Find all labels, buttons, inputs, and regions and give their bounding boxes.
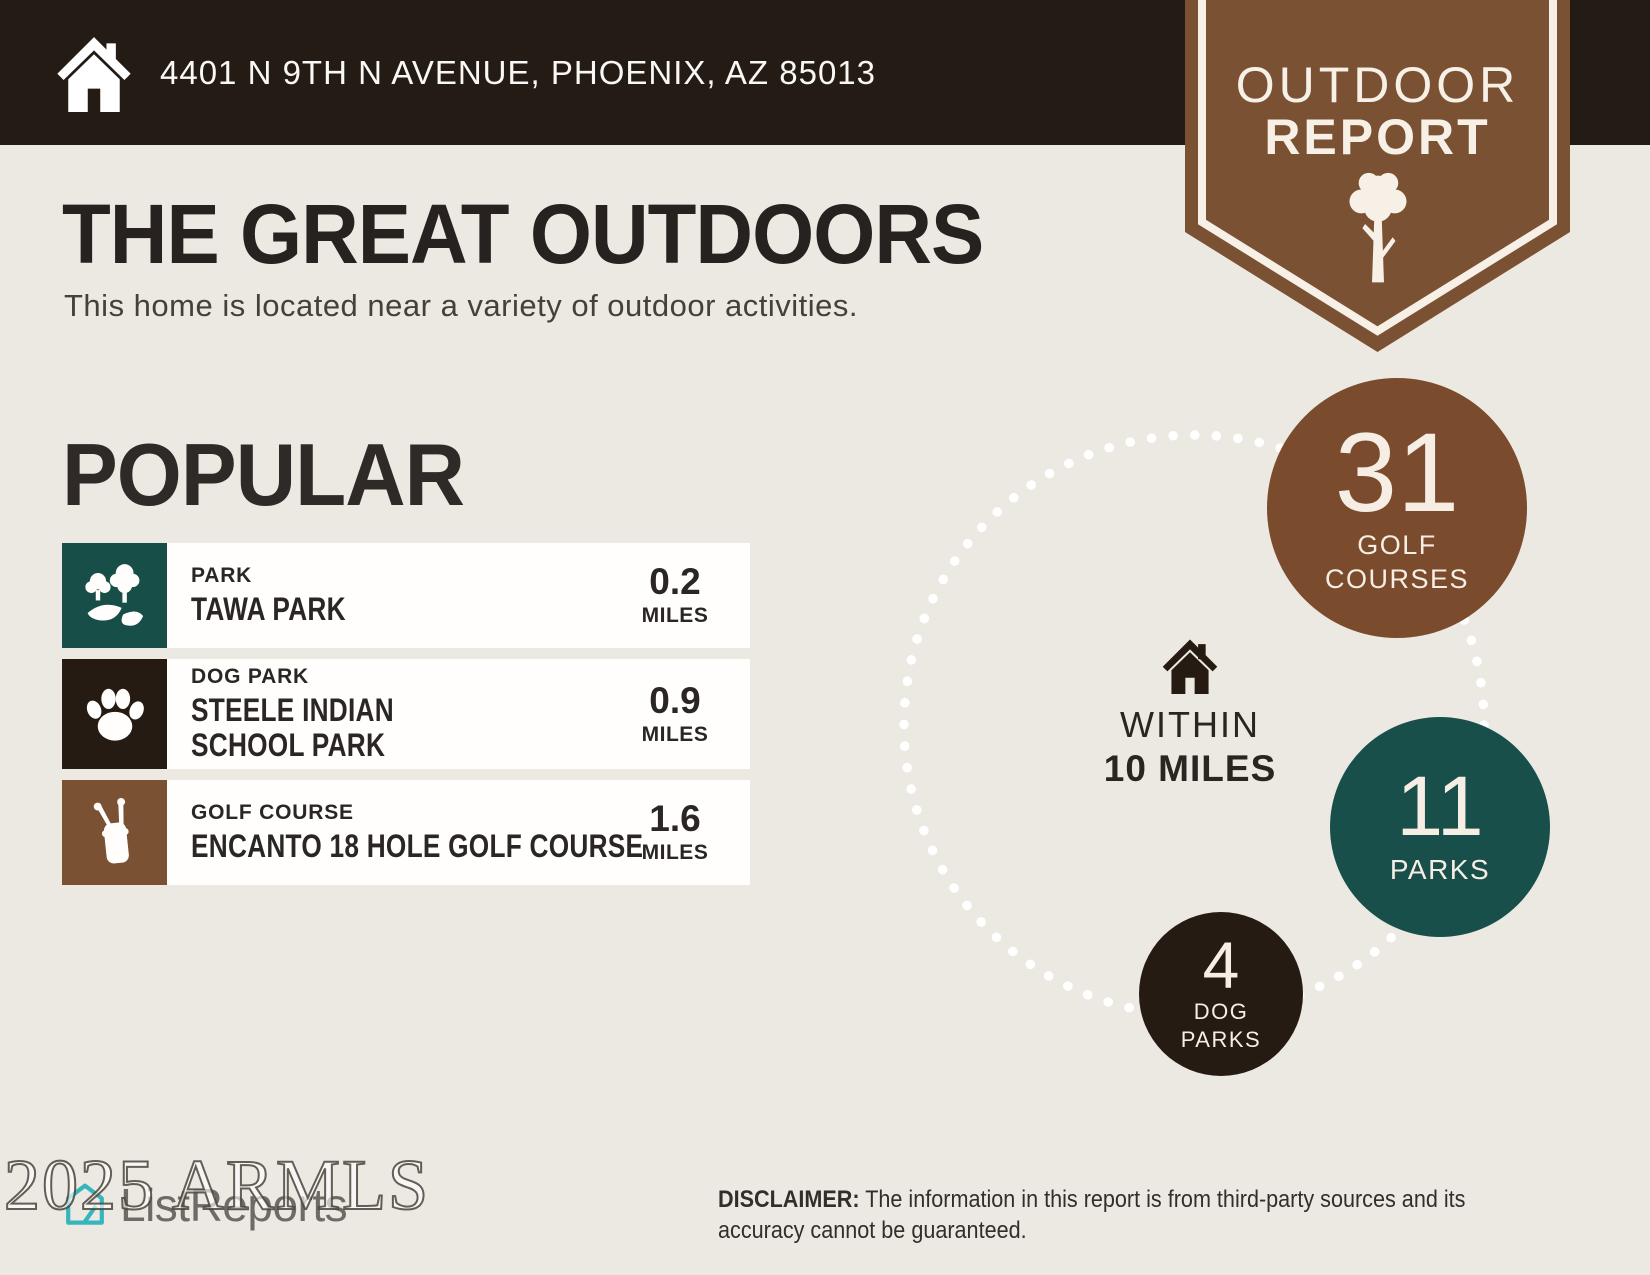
stat-label: PARKS [1180,1027,1262,1053]
popular-section-title: POPULAR [62,425,465,524]
stat-label: DOG [1193,998,1249,1024]
item-category: GOLF COURSE [191,800,354,824]
item-name: ENCANTO 18 HOLE GOLF COURSE [191,827,644,864]
stat-dog-parks: 4 DOG PARKS [1139,912,1303,1076]
stat-label: GOLF [1357,529,1437,560]
list-item-park: PARK TAWA PARK 0.2 MILES [62,543,750,648]
list-item-golf-course: GOLF COURSE ENCANTO 18 HOLE GOLF COURSE … [62,780,750,885]
outdoor-report-badge: OUTDOOR REPORT [1185,0,1570,356]
radius-line1: WITHIN [1120,704,1260,745]
item-category: PARK [191,563,253,587]
disclaimer-line2: accuracy cannot be guaranteed. [718,1217,1027,1244]
page-subtitle: This home is located near a variety of o… [64,288,859,323]
list-item-text: PARK TAWA PARK [167,543,616,648]
distance-unit: MILES [641,604,709,627]
stat-parks: 11 PARKS [1330,717,1550,937]
distance-value: 0.2 [649,561,701,602]
disclaimer-label: DISCLAIMER: [718,1186,860,1213]
tree-icon [1348,172,1407,283]
stat-value: 31 [1334,410,1460,536]
item-category: DOG PARK [191,664,310,688]
stat-value: 4 [1202,928,1240,1003]
badge-title-line2: REPORT [1264,109,1491,165]
distance-value: 1.6 [649,798,701,839]
golf-bag-icon [62,780,167,885]
page-title: THE GREAT OUTDOORS [62,187,984,281]
item-name: TAWA PARK [191,590,346,627]
armls-watermark: 2025 ARMLS [3,1144,431,1226]
stat-value: 11 [1396,759,1484,854]
list-item-text: DOG PARK STEELE INDIAN SCHOOL PARK [167,659,616,769]
disclaimer: DISCLAIMER: The information in this repo… [718,1184,1528,1246]
badge-title-line1: OUTDOOR [1235,57,1520,113]
listreports-logo: ListReports [64,1178,348,1232]
stat-label: COURSES [1324,564,1470,595]
stat-label: PARKS [1389,854,1491,886]
list-item-text: GOLF COURSE ENCANTO 18 HOLE GOLF COURSE [167,780,644,885]
item-name: STEELE INDIAN SCHOOL PARK [191,691,394,763]
stat-golf-courses: 31 GOLF COURSES [1267,378,1527,638]
home-icon [1162,639,1218,694]
radius-line2: 10 MILES [1103,748,1277,789]
item-distance: 1.6 MILES [616,780,734,885]
item-distance: 0.9 MILES [616,659,734,769]
popular-list: PARK TAWA PARK 0.2 MILES [62,543,750,896]
paw-icon [62,659,167,769]
distance-unit: MILES [641,722,709,746]
distance-value: 0.9 [649,679,701,721]
item-distance: 0.2 MILES [616,543,734,648]
listreports-house-icon [66,1183,104,1225]
park-trees-icon [62,543,167,648]
home-icon [57,37,131,112]
distance-unit: MILES [641,841,709,864]
property-address: 4401 N 9TH N AVENUE, PHOENIX, AZ 85013 [160,53,877,91]
listreports-wordmark: ListReports [120,1179,348,1231]
radius-label: WITHIN 10 MILES [1090,636,1290,790]
list-item-dog-park: DOG PARK STEELE INDIAN SCHOOL PARK 0.9 M… [62,659,750,769]
disclaimer-line1: The information in this report is from t… [865,1186,1466,1213]
